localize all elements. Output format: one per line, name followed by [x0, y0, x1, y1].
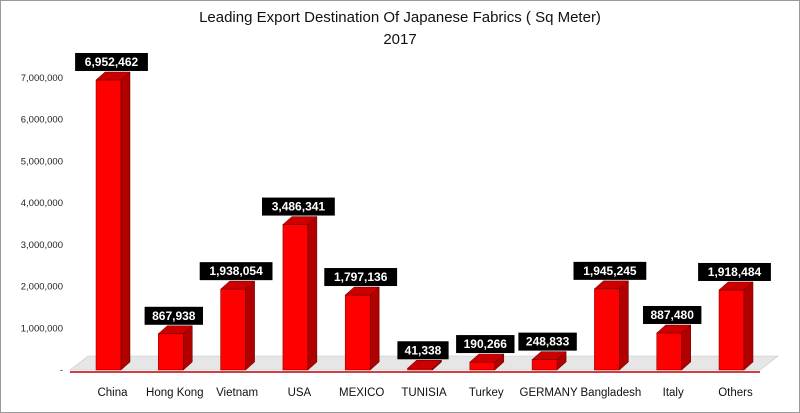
bar-front [282, 224, 309, 371]
bar-front [407, 368, 433, 371]
svg-text:6,952,462: 6,952,462 [85, 55, 139, 69]
chart-title: Leading Export Destination Of Japanese F… [199, 9, 601, 26]
data-label: 1,918,484 [698, 262, 771, 281]
x-tick-label: Bangladesh [581, 387, 642, 399]
bar-front [656, 332, 682, 371]
svg-text:41,338: 41,338 [405, 343, 442, 357]
x-tick-label: USA [288, 387, 312, 399]
data-label: 6,952,462 [75, 52, 148, 71]
y-tick-label: 2,000,000 [21, 282, 63, 293]
x-tick-label: GERMANY [520, 387, 578, 399]
bar-side [245, 280, 255, 371]
bar-top [718, 281, 754, 291]
bar-germany [531, 351, 567, 371]
bar-front [344, 294, 371, 371]
bar-italy [656, 324, 692, 371]
chart-subtitle: 2017 [383, 31, 417, 48]
bar-turkey [469, 353, 505, 371]
bar-tunisia [406, 359, 443, 371]
y-tick-label: 1,000,000 [21, 323, 63, 334]
bar-front [95, 79, 122, 371]
data-label: 1,797,136 [324, 268, 398, 287]
bar-bangladesh [593, 280, 630, 371]
bar-side [120, 71, 131, 371]
svg-text:867,938: 867,938 [152, 309, 196, 323]
bar-side [619, 280, 629, 371]
svg-text:1,797,136: 1,797,136 [334, 270, 388, 284]
svg-text:248,833: 248,833 [526, 335, 570, 349]
bar-vietnam [219, 280, 256, 371]
x-tick-label: Italy [663, 387, 684, 399]
bar-front [220, 288, 246, 371]
svg-text:1,918,484: 1,918,484 [708, 265, 762, 279]
data-label: 1,945,245 [573, 261, 647, 280]
bar-hong-kong [157, 325, 193, 371]
y-tick-label: 4,000,000 [21, 198, 63, 209]
data-label: 1,938,054 [199, 262, 273, 281]
bar-front [718, 289, 745, 371]
bar-usa [282, 216, 318, 371]
bar-side [743, 281, 754, 371]
svg-text:1,945,245: 1,945,245 [583, 264, 637, 278]
x-tick-label: Hong Kong [146, 387, 204, 399]
bar-top [656, 324, 692, 334]
bar-mexico [344, 286, 380, 371]
bar-china [95, 71, 131, 371]
bar-top [406, 360, 443, 369]
bar-side [369, 286, 380, 371]
x-tick-label: Others [718, 387, 753, 399]
data-label: 248,833 [518, 332, 577, 351]
bar-front [158, 333, 184, 371]
bar-top [344, 286, 380, 296]
bar-top [219, 280, 256, 290]
svg-text:3,486,341: 3,486,341 [272, 200, 326, 214]
data-label: 41,338 [397, 341, 449, 360]
y-tick-label: 7,000,000 [21, 73, 63, 84]
svg-text:887,480: 887,480 [651, 308, 695, 322]
x-tick-label: Turkey [469, 387, 504, 399]
bar-front [469, 361, 496, 371]
y-tick-label: - [60, 365, 63, 376]
svg-text:190,266: 190,266 [464, 337, 508, 351]
data-label: 190,266 [456, 335, 515, 354]
bar-top [157, 325, 193, 335]
bar-top [593, 280, 630, 290]
bar-top [282, 216, 318, 225]
bar-top [95, 71, 131, 81]
bar-side [307, 216, 318, 371]
bar-others [718, 281, 754, 371]
y-tick-label: 6,000,000 [21, 115, 63, 126]
y-tick-label: 5,000,000 [21, 156, 63, 167]
data-label: 887,480 [643, 305, 702, 324]
data-label: 867,938 [144, 306, 203, 325]
bar-front [531, 359, 558, 371]
bar-top [469, 353, 505, 363]
bar-top [531, 351, 567, 360]
bar-front [594, 288, 620, 371]
x-tick-label: Vietnam [216, 387, 258, 399]
y-tick-label: 3,000,000 [21, 240, 63, 251]
x-tick-label: MEXICO [339, 387, 384, 399]
data-label: 3,486,341 [262, 197, 335, 216]
x-tick-label: TUNISIA [401, 387, 447, 399]
x-tick-label: China [97, 387, 128, 399]
svg-text:1,938,054: 1,938,054 [209, 264, 263, 278]
